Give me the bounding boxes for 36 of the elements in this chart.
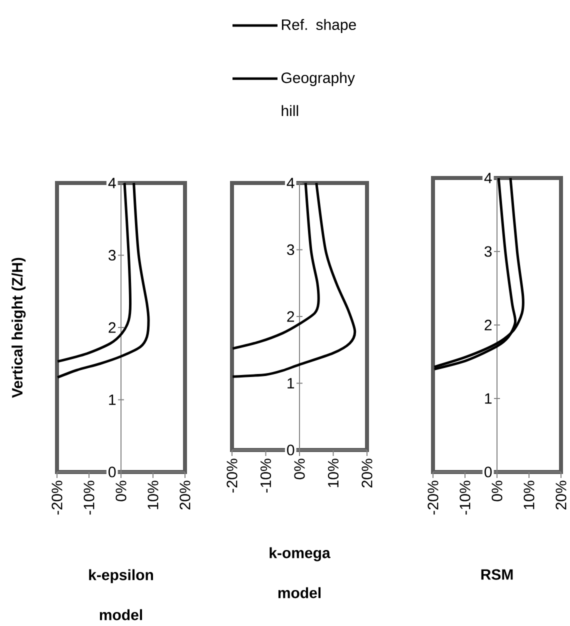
x-tick-label: -20%: [428, 480, 438, 515]
y-axis-title: Vertical height (Z/H): [12, 258, 26, 398]
x-tick-label: 0%: [294, 458, 305, 480]
y-tick-label: 1: [109, 394, 116, 405]
y-tick-label: 3: [108, 250, 116, 261]
text: Geography hill: [282, 72, 355, 116]
y-tick-label: 3: [287, 244, 294, 256]
x-axis-title: RSM: [481, 569, 513, 580]
x-tick-label: 20%: [556, 480, 566, 510]
x-tick-label: 20%: [180, 480, 190, 510]
x-tick-label: 0%: [492, 480, 502, 502]
y-tick-label: 4: [286, 178, 294, 188]
text: k-epsilon model: [89, 569, 153, 620]
x-tick-label: -10%: [84, 480, 94, 515]
y-tick-label: 1: [288, 378, 294, 388]
y-tick-label: 2: [287, 311, 294, 322]
y-tick-label: 4: [484, 172, 492, 184]
legend-label: Ref. shape: [282, 18, 356, 33]
y-tick-label: 0: [287, 444, 294, 456]
y-tick-label: 0: [484, 466, 492, 478]
y-tick-label: 2: [108, 322, 116, 333]
y-tick-label: 3: [484, 246, 492, 257]
y-tick-label: 2: [484, 320, 492, 330]
text: k-omega model: [270, 547, 330, 598]
x-tick-label: 20%: [362, 458, 372, 488]
y-tick-label: 1: [485, 393, 492, 404]
x-tick-label: 0%: [116, 480, 126, 502]
x-tick-label: -10%: [260, 458, 272, 493]
y-tick-label: 4: [108, 178, 116, 188]
y-tick-label: 0: [108, 466, 116, 478]
x-tick-label: 10%: [148, 480, 158, 510]
x-tick-label: 10%: [328, 458, 339, 488]
x-tick-label: -20%: [52, 480, 62, 515]
x-tick-label: 10%: [524, 480, 534, 510]
x-tick-label: -20%: [226, 458, 238, 493]
x-tick-label: -10%: [460, 480, 470, 515]
